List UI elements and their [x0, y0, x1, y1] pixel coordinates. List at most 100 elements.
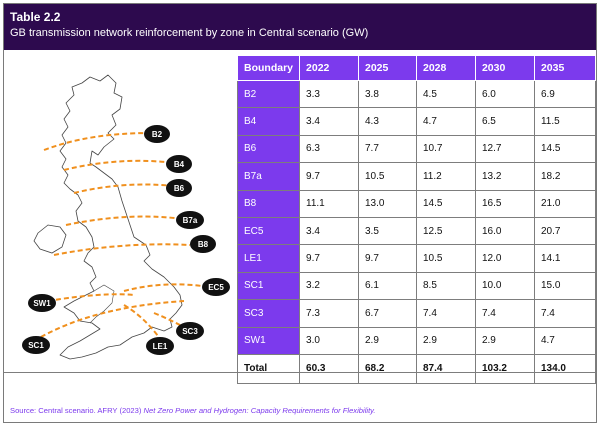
- boundary-cell: SC1: [236, 271, 301, 301]
- map-label-le1: LE1: [146, 337, 174, 355]
- value-cell: 12.7: [474, 134, 535, 164]
- value-cell: 6.5: [474, 107, 535, 136]
- northern-ireland-outline: [33, 224, 67, 254]
- svg-text:B8: B8: [198, 240, 209, 249]
- value-cell: 4.7: [533, 326, 597, 355]
- value-cell: 6.7: [358, 299, 417, 328]
- value-cell: 7.4: [533, 299, 597, 328]
- value-cell: 3.3: [299, 79, 359, 109]
- value-cell: 3.0: [299, 326, 359, 355]
- table-figure: Table 2.2 GB transmission network reinfo…: [3, 3, 597, 423]
- table-row: B8 11.1 13.0 14.5 16.5 21.0: [236, 189, 597, 218]
- value-cell: 10.5: [415, 244, 476, 273]
- value-cell: 18.2: [533, 162, 597, 191]
- table-row: EC5 3.4 3.5 12.5 16.0 20.7: [236, 216, 597, 246]
- boundary-line-b7a: [65, 215, 183, 226]
- boundary-line-b2: [43, 132, 153, 151]
- svg-text:EC5: EC5: [208, 283, 224, 292]
- table-row: B7a 9.7 10.5 11.2 13.2 18.2: [236, 162, 597, 191]
- value-cell: 6.3: [299, 134, 359, 164]
- value-cell: 3.5: [358, 216, 417, 246]
- value-cell: 11.1: [299, 189, 359, 218]
- col-header-2035: 2035: [533, 55, 597, 81]
- value-cell: 6.1: [358, 271, 417, 301]
- map-label-b2: B2: [144, 125, 170, 143]
- boundary-cell: LE1: [236, 244, 301, 273]
- value-cell: 8.5: [415, 271, 476, 301]
- value-cell: 3.4: [299, 216, 359, 246]
- value-cell: 9.7: [358, 244, 417, 273]
- value-cell: 7.4: [474, 299, 535, 328]
- value-cell: 11.2: [415, 162, 476, 191]
- boundary-line-ec5: [123, 283, 210, 292]
- value-cell: 4.3: [358, 107, 417, 136]
- value-cell: 6.9: [533, 79, 597, 109]
- svg-text:B7a: B7a: [183, 216, 198, 225]
- total-label: Total: [236, 353, 301, 384]
- table-row: B4 3.4 4.3 4.7 6.5 11.5: [236, 107, 597, 136]
- value-cell: 2.9: [474, 326, 535, 355]
- svg-text:LE1: LE1: [153, 342, 168, 351]
- svg-text:SC1: SC1: [28, 341, 44, 350]
- boundary-cell: SC3: [236, 299, 301, 328]
- svg-text:B4: B4: [174, 160, 185, 169]
- value-cell: 10.5: [358, 162, 417, 191]
- svg-text:B2: B2: [152, 130, 163, 139]
- value-cell: 9.7: [299, 244, 359, 273]
- total-row: Total 60.3 68.2 87.4 103.2 134.0: [236, 353, 597, 384]
- col-header-2022: 2022: [299, 55, 359, 81]
- value-cell: 11.5: [533, 107, 597, 136]
- boundary-line-sc3: [153, 312, 181, 326]
- value-cell: 21.0: [533, 189, 597, 218]
- great-britain-outline: [59, 74, 183, 360]
- boundary-cell: B6: [236, 134, 301, 164]
- boundary-cell: SW1: [236, 326, 301, 355]
- boundary-cell: EC5: [236, 216, 301, 246]
- source-prefix: Source: Central scenario. AFRY (2023): [10, 406, 144, 415]
- table-number: Table 2.2: [10, 10, 61, 24]
- table-row: SC1 3.2 6.1 8.5 10.0 15.0: [236, 271, 597, 301]
- table-row: LE1 9.7 9.7 10.5 12.0 14.1: [236, 244, 597, 273]
- boundary-line-sw1: [47, 293, 135, 302]
- value-cell: 20.7: [533, 216, 597, 246]
- col-header-boundary: Boundary: [236, 55, 301, 81]
- map-label-sc1: SC1: [22, 336, 50, 354]
- table-caption: GB transmission network reinforcement by…: [10, 27, 369, 39]
- value-cell: 7.4: [415, 299, 476, 328]
- value-cell: 6.0: [474, 79, 535, 109]
- map-label-sc3: SC3: [176, 322, 204, 340]
- value-cell: 3.2: [299, 271, 359, 301]
- wales-outline: [89, 284, 115, 324]
- reinforcement-table: Boundary 2022 2025 2028 2030 2035 B2 3.3 3…: [236, 55, 597, 384]
- table-row: B2 3.3 3.8 4.5 6.0 6.9: [236, 79, 597, 109]
- col-header-2025: 2025: [358, 55, 417, 81]
- boundary-cell: B7a: [236, 162, 301, 191]
- value-cell: 16.5: [474, 189, 535, 218]
- table-row: SC3 7.3 6.7 7.4 7.4 7.4: [236, 299, 597, 328]
- table-row: B6 6.3 7.7 10.7 12.7 14.5: [236, 134, 597, 164]
- table-header-row: Boundary 2022 2025 2028 2030 2035: [236, 55, 597, 81]
- value-cell: 15.0: [533, 271, 597, 301]
- value-cell: 10.7: [415, 134, 476, 164]
- value-cell: 14.5: [415, 189, 476, 218]
- value-cell: 13.0: [358, 189, 417, 218]
- value-cell: 7.7: [358, 134, 417, 164]
- map-label-b7a: B7a: [176, 211, 204, 229]
- source-note: Source: Central scenario. AFRY (2023) Ne…: [10, 406, 376, 415]
- total-value: 134.0: [533, 353, 597, 384]
- total-value: 87.4: [415, 353, 476, 384]
- value-cell: 2.9: [358, 326, 417, 355]
- boundary-line-b4: [63, 159, 175, 171]
- source-publication: Net Zero Power and Hydrogen: Capacity Re…: [143, 406, 376, 415]
- value-cell: 3.4: [299, 107, 359, 136]
- table-header: Table 2.2 GB transmission network reinfo…: [4, 4, 596, 50]
- map-label-b8: B8: [190, 235, 216, 253]
- gb-boundary-map: B2 B4 B6 B7a B8 EC5 SW1 SC1 LE1 SC3: [4, 55, 237, 372]
- boundary-cell: B8: [236, 189, 301, 218]
- value-cell: 16.0: [474, 216, 535, 246]
- value-cell: 9.7: [299, 162, 359, 191]
- col-header-2030: 2030: [474, 55, 535, 81]
- svg-text:SC3: SC3: [182, 327, 198, 336]
- total-value: 60.3: [299, 353, 359, 384]
- value-cell: 4.7: [415, 107, 476, 136]
